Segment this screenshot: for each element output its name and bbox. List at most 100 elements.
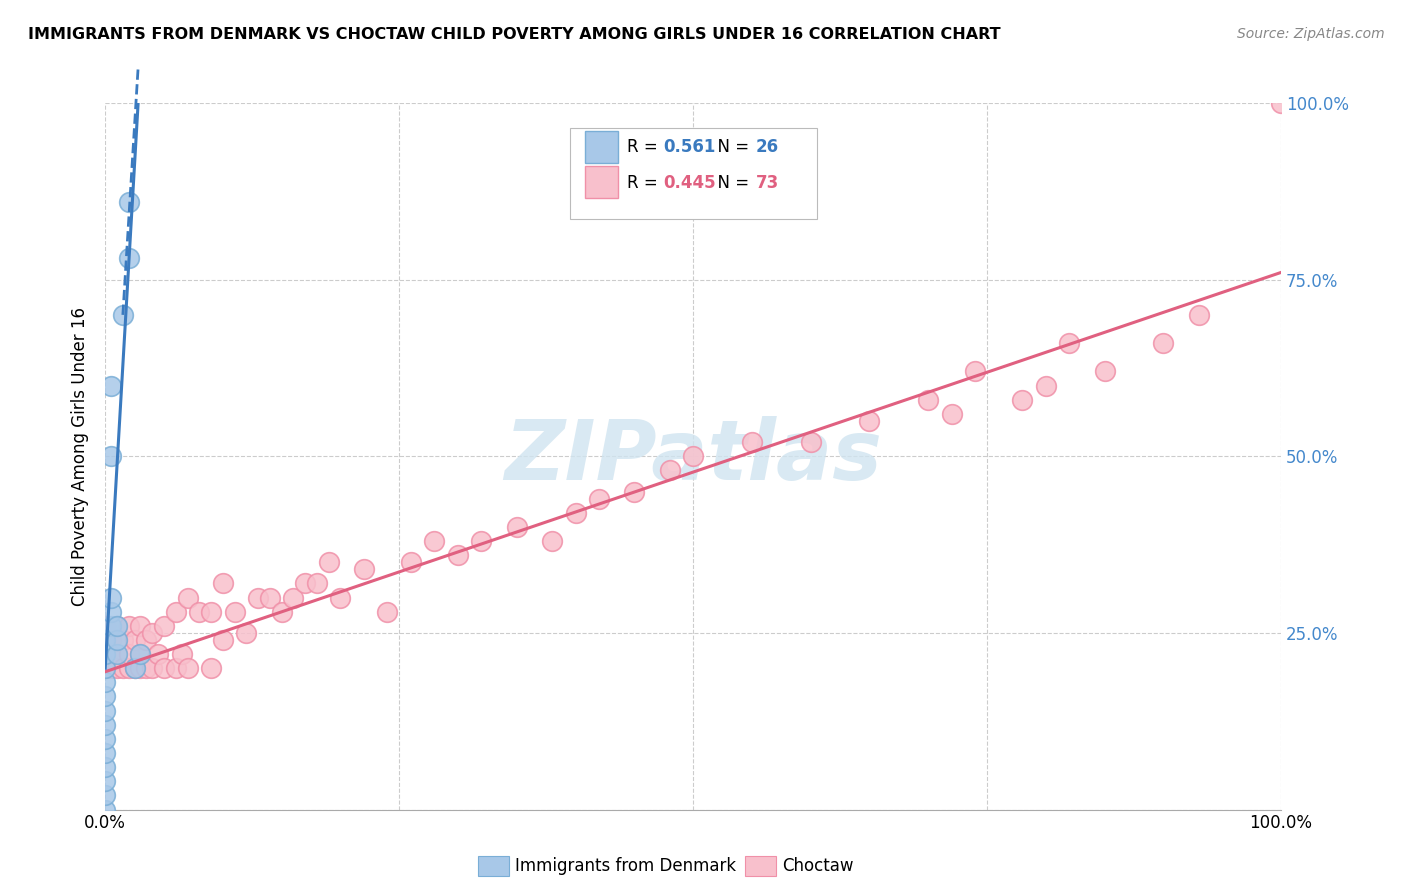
Point	[94, 647, 117, 661]
Point	[318, 555, 340, 569]
Point	[105, 619, 128, 633]
Text: N =: N =	[707, 174, 755, 192]
Point	[965, 364, 987, 378]
Point	[135, 661, 157, 675]
Point	[124, 661, 146, 675]
Point	[94, 690, 117, 704]
Point	[188, 605, 211, 619]
Point	[124, 632, 146, 647]
Text: Immigrants from Denmark: Immigrants from Denmark	[515, 857, 735, 875]
Point	[200, 605, 222, 619]
Point	[353, 562, 375, 576]
Point	[423, 534, 446, 549]
Point	[941, 407, 963, 421]
Point	[94, 746, 117, 760]
Point	[111, 661, 134, 675]
Point	[224, 605, 246, 619]
Point	[1152, 336, 1174, 351]
Point	[211, 576, 233, 591]
Point	[94, 704, 117, 718]
Point	[141, 661, 163, 675]
Point	[118, 661, 141, 675]
Point	[100, 605, 122, 619]
Point	[100, 619, 122, 633]
Text: 73: 73	[755, 174, 779, 192]
Point	[588, 491, 610, 506]
Point	[270, 605, 292, 619]
Point	[100, 449, 122, 463]
Point	[100, 661, 122, 675]
Point	[94, 619, 117, 633]
Point	[200, 661, 222, 675]
Point	[94, 774, 117, 789]
Point	[100, 647, 122, 661]
Point	[176, 661, 198, 675]
Point	[124, 661, 146, 675]
Y-axis label: Child Poverty Among Girls Under 16: Child Poverty Among Girls Under 16	[72, 307, 89, 606]
Point	[94, 760, 117, 774]
Point	[129, 647, 152, 661]
Text: 26: 26	[755, 138, 779, 156]
FancyBboxPatch shape	[569, 128, 817, 219]
Point	[118, 252, 141, 266]
Point	[118, 194, 141, 209]
Point	[94, 675, 117, 690]
Point	[623, 484, 645, 499]
Point	[399, 555, 422, 569]
Point	[800, 435, 823, 450]
Point	[294, 576, 316, 591]
Point	[305, 576, 328, 591]
Point	[94, 632, 117, 647]
Point	[170, 647, 193, 661]
Point	[1270, 95, 1292, 110]
Point	[235, 625, 257, 640]
Point	[129, 647, 152, 661]
Point	[153, 619, 176, 633]
Point	[94, 731, 117, 746]
Point	[506, 520, 529, 534]
Text: 0.445: 0.445	[664, 174, 716, 192]
Text: R =: R =	[627, 138, 664, 156]
Text: 0.561: 0.561	[664, 138, 716, 156]
Point	[111, 308, 134, 322]
FancyBboxPatch shape	[585, 131, 617, 163]
Point	[105, 647, 128, 661]
Text: R =: R =	[627, 174, 664, 192]
Text: IMMIGRANTS FROM DENMARK VS CHOCTAW CHILD POVERTY AMONG GIRLS UNDER 16 CORRELATIO: IMMIGRANTS FROM DENMARK VS CHOCTAW CHILD…	[28, 27, 1001, 42]
Text: ZIPatlas: ZIPatlas	[505, 416, 882, 497]
Point	[858, 414, 880, 428]
FancyBboxPatch shape	[585, 167, 617, 198]
Point	[247, 591, 270, 605]
Point	[94, 632, 117, 647]
Point	[94, 661, 117, 675]
Point	[1094, 364, 1116, 378]
Point	[283, 591, 305, 605]
Point	[447, 548, 470, 562]
Text: Choctaw: Choctaw	[782, 857, 853, 875]
Point	[470, 534, 492, 549]
Point	[153, 661, 176, 675]
Point	[111, 632, 134, 647]
Point	[100, 378, 122, 392]
Point	[165, 661, 187, 675]
Point	[1011, 392, 1033, 407]
Point	[1035, 378, 1057, 392]
Point	[165, 605, 187, 619]
Point	[141, 625, 163, 640]
Point	[129, 661, 152, 675]
Point	[135, 632, 157, 647]
Point	[94, 647, 117, 661]
Point	[94, 661, 117, 675]
Point	[1188, 308, 1211, 322]
Point	[105, 661, 128, 675]
Point	[1059, 336, 1081, 351]
Point	[917, 392, 939, 407]
Point	[129, 619, 152, 633]
Point	[176, 591, 198, 605]
Point	[541, 534, 564, 549]
Point	[118, 647, 141, 661]
Point	[105, 619, 128, 633]
Text: N =: N =	[707, 138, 755, 156]
Point	[105, 647, 128, 661]
Point	[100, 591, 122, 605]
